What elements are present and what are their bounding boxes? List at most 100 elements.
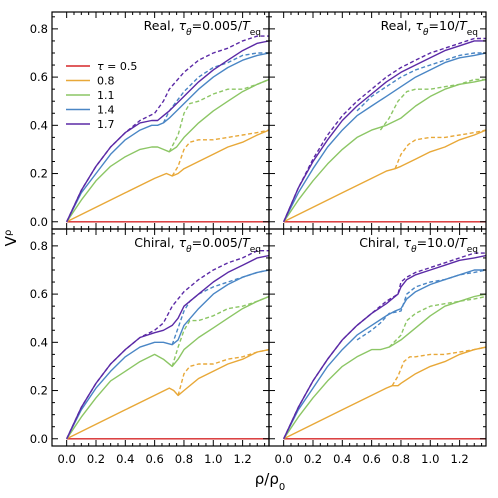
panel-title-t: T [242, 235, 251, 250]
panel-title-prefix: Chiral, [134, 235, 178, 250]
series-line-0.8-dashed [391, 346, 486, 387]
series-line-1.1-dashed [171, 295, 269, 367]
x-axis-label-main: ρ/ρ [255, 470, 279, 488]
legend-label-rest: = 0.5 [104, 60, 138, 73]
legend-label: τ = 0.5 [97, 60, 137, 73]
panel-title: Chiral, τθ=10.0/Teq [359, 235, 478, 255]
panel-title-t-sub: eq [467, 28, 478, 38]
x-tick-label: 0.2 [304, 452, 322, 466]
series-group [283, 37, 486, 223]
legend: τ = 0.5 0.81.1 1.41.7 [66, 60, 137, 131]
y-tick-label: 0.6 [30, 287, 48, 301]
panel-title-value: =0.005/ [192, 18, 243, 33]
x-tick-label: 1.2 [450, 452, 468, 466]
series-line-1.7-solid [283, 254, 486, 440]
y-tick-label: 0.4 [30, 118, 48, 132]
panel-title-tau: τ [179, 18, 187, 33]
x-tick-label: 1.0 [204, 452, 222, 466]
series-line-1.1-solid [283, 78, 486, 223]
x-tick-label: 1.2 [233, 452, 251, 466]
series-group [283, 252, 486, 440]
series-line-1.7-solid [66, 254, 269, 440]
panel-title-value: =10/ [429, 18, 460, 33]
series-line-0.8-dashed [177, 348, 269, 396]
legend-label-tau: τ [97, 60, 104, 73]
panel-4: 0.0 0.2 0.4 0.6 0.8 1.0 1.2 Chiral, τθ=10.0/Teq [268, 228, 487, 466]
y-tick-label: 0.0 [30, 215, 48, 229]
series-line-1.1-solid [66, 78, 269, 223]
series-line-1.4-dashed [171, 269, 269, 345]
legend-label: 1.7 [97, 118, 115, 131]
y-tick-label: 0.8 [30, 22, 48, 36]
x-tick-label: 0.6 [145, 452, 163, 466]
series-line-1.7-solid [283, 40, 486, 223]
x-tick-label: 0.6 [362, 452, 380, 466]
series-line-1.7-dashed [283, 252, 486, 440]
y-axis-label-sup: ρ [3, 230, 14, 236]
panel-title-value: =0.005/ [192, 235, 243, 250]
panel-title-tau-sub: θ [423, 28, 429, 38]
series-line-0.8-solid [66, 129, 269, 223]
x-tick-label: 0.0 [58, 452, 76, 466]
y-axis-label-main: V [2, 235, 20, 246]
panel-title-t: T [242, 18, 251, 33]
panel-title-prefix: Real, [144, 18, 179, 33]
series-line-0.8-dashed [171, 129, 269, 177]
legend-label: 1.1 [97, 89, 115, 102]
series-line-1.4-dashed [162, 52, 269, 124]
panel-title-tau: τ [404, 235, 412, 250]
series-line-1.7-dashed [283, 37, 486, 223]
panel-title-t-sub: eq [250, 245, 261, 255]
series-group [66, 35, 269, 223]
series-line-1.1-dashed [168, 78, 269, 153]
panel-title: Chiral, τθ=0.005/Teq [134, 235, 261, 255]
y-tick-label: 0.4 [30, 335, 48, 349]
series-line-0.8-dashed [394, 129, 486, 169]
panel-title-tau-sub: θ [186, 28, 192, 38]
panel-2: Real, τθ=10/Teq [268, 11, 487, 230]
y-tick-label: 0.2 [30, 384, 48, 398]
series-line-1.4-dashed [356, 269, 486, 341]
panel-3: 0.0 0.2 0.4 0.6 0.8 1.0 1.2 0.0 0.2 0.4 0.6 0.8 Chir… [30, 228, 270, 466]
panel-title-tau: τ [415, 18, 423, 33]
y-tick-label: 0.8 [30, 239, 48, 253]
y-tick-label: 0.6 [30, 70, 48, 84]
x-tick-label: 0.8 [175, 452, 193, 466]
series-line-0.8-solid [66, 348, 269, 440]
series-line-1.4-dashed [356, 52, 486, 112]
panel-title-t-sub: eq [467, 245, 478, 255]
panel-title-tau-sub: θ [411, 245, 417, 255]
series-line-1.4-solid [283, 52, 486, 223]
legend-label: 0.8 [97, 75, 115, 88]
panel-title-t: T [459, 18, 468, 33]
series-line-1.1-dashed [388, 295, 486, 348]
y-axis-label: Vρ [2, 230, 20, 247]
panel-title-value: =10.0/ [417, 235, 460, 250]
panel-title-prefix: Chiral, [359, 235, 403, 250]
panel-1: 0.00.20.40.60.8 Real, τθ=0.005/Teq [30, 11, 270, 230]
panel-title-t-sub: eq [250, 28, 261, 38]
series-line-0.8-solid [283, 346, 486, 440]
x-axis-label: ρ/ρ0 [255, 470, 285, 493]
series-line-1.1-solid [283, 293, 486, 440]
plot-frame [268, 228, 487, 447]
series-line-1.1-solid [66, 295, 269, 440]
x-tick-label: 0.4 [116, 452, 134, 466]
x-tick-label: 0.8 [392, 452, 410, 466]
x-tick-label: 0.4 [333, 452, 351, 466]
panel-title-prefix: Real, [381, 18, 416, 33]
series-line-1.4-solid [283, 269, 486, 440]
panel-title-t: T [459, 235, 468, 250]
series-line-1.4-solid [66, 269, 269, 440]
panel-title-tau: τ [179, 235, 187, 250]
series-line-1.1-dashed [379, 78, 486, 131]
series-line-1.7-dashed [66, 35, 269, 223]
series-line-1.7-dashed [66, 249, 269, 440]
x-axis-label-sub: 0 [279, 482, 285, 493]
y-tick-label: 0.0 [30, 432, 48, 446]
x-tick-label: 1.0 [421, 452, 439, 466]
panel-title-tau-sub: θ [186, 245, 192, 255]
x-tick-label: 0.2 [87, 452, 105, 466]
series-group [66, 249, 269, 440]
